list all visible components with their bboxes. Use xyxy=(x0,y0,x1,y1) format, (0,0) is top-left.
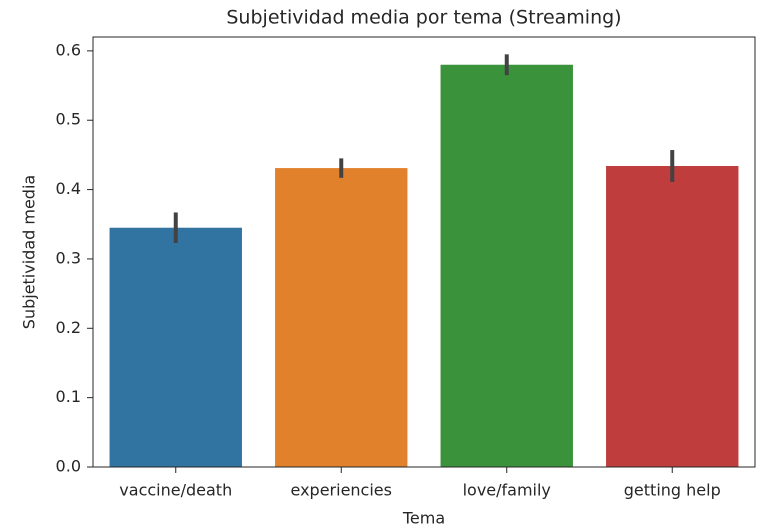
bar xyxy=(275,168,408,468)
axes-frame xyxy=(92,36,756,468)
bar xyxy=(606,166,739,467)
y-tick-label: 0.1 xyxy=(56,387,81,406)
y-tick-label: 0.0 xyxy=(56,457,81,476)
y-tick-label: 0.5 xyxy=(56,110,81,129)
x-tick-label: experiencies xyxy=(291,481,392,500)
x-tick-label: love/family xyxy=(463,481,551,500)
y-tick-label: 0.2 xyxy=(56,318,81,337)
x-tick-label: vaccine/death xyxy=(119,481,232,500)
x-tick-label: getting help xyxy=(624,481,721,500)
chart-title: Subjetividad media por tema (Streaming) xyxy=(226,7,621,29)
y-tick-label: 0.4 xyxy=(56,179,81,198)
y-axis-label: Subjetividad media xyxy=(20,175,39,329)
y-tick-label: 0.3 xyxy=(56,248,81,267)
x-axis-label: Tema xyxy=(402,509,445,528)
y-tick-label: 0.6 xyxy=(56,40,81,59)
bar xyxy=(109,227,242,467)
bar xyxy=(440,64,573,467)
